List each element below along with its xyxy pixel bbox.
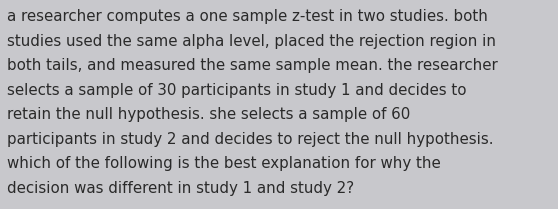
Text: both tails, and measured the same sample mean. the researcher: both tails, and measured the same sample… (7, 58, 498, 73)
Text: a researcher computes a one sample z-test in two studies. both: a researcher computes a one sample z-tes… (7, 9, 488, 24)
Text: selects a sample of 30 participants in study 1 and decides to: selects a sample of 30 participants in s… (7, 83, 466, 98)
Text: participants in study 2 and decides to reject the null hypothesis.: participants in study 2 and decides to r… (7, 132, 494, 147)
Text: retain the null hypothesis. she selects a sample of 60: retain the null hypothesis. she selects … (7, 107, 411, 122)
Text: studies used the same alpha level, placed the rejection region in: studies used the same alpha level, place… (7, 34, 496, 49)
Text: which of the following is the best explanation for why the: which of the following is the best expla… (7, 156, 441, 171)
Text: decision was different in study 1 and study 2?: decision was different in study 1 and st… (7, 181, 354, 196)
